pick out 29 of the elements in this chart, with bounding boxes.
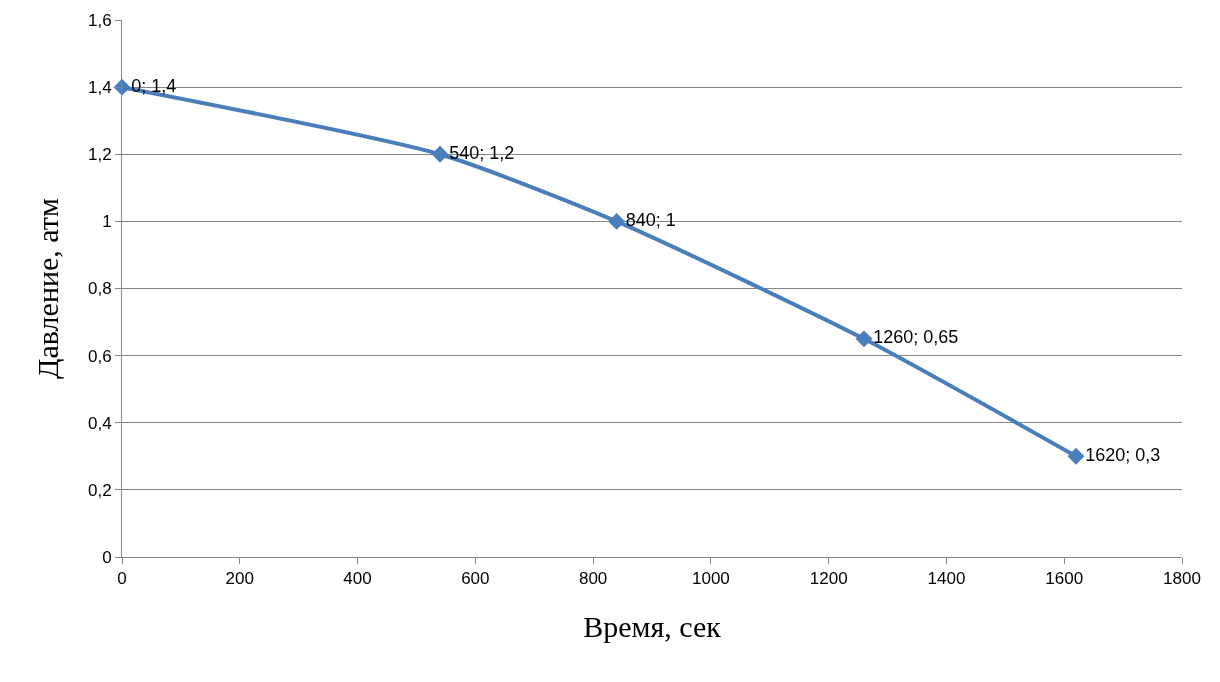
y-tick-label: 0 — [102, 547, 112, 567]
x-tick-label: 1800 — [1163, 569, 1201, 589]
x-tick-label: 1400 — [927, 569, 966, 589]
x-tick-label: 200 — [225, 569, 254, 589]
data-label: 1620; 0,3 — [1085, 444, 1161, 465]
point — [608, 212, 626, 230]
y-tick-label: 1,6 — [87, 10, 112, 30]
x-tick-label: 1000 — [691, 569, 730, 589]
y-tick-label: 0,2 — [87, 480, 112, 500]
y-axis-title: Давление, атм — [30, 198, 64, 379]
y-tick-label: 0,8 — [87, 279, 112, 299]
point — [431, 145, 449, 163]
data-label: 1260; 0,65 — [873, 327, 959, 348]
point — [855, 330, 873, 348]
data-label: 540; 1,2 — [449, 142, 515, 163]
x-axis-title: Время, сек — [583, 609, 722, 643]
x-tick-label: 1200 — [809, 569, 848, 589]
y-tick-label: 1,4 — [87, 78, 112, 98]
x-tick-label: 0 — [117, 569, 127, 589]
x-tick-label: 400 — [343, 569, 372, 589]
x-tick-label: 800 — [578, 569, 608, 589]
y-tick-label: 0,6 — [87, 346, 112, 366]
point — [1067, 447, 1085, 465]
y-tick-label: 1,2 — [87, 145, 112, 165]
x-tick-label: 1600 — [1045, 569, 1084, 589]
data-label: 840; 1 — [625, 209, 676, 230]
y-tick-label: 1 — [102, 212, 112, 232]
x-tick-label: 600 — [461, 569, 490, 589]
y-tick-label: 0,4 — [87, 413, 112, 433]
